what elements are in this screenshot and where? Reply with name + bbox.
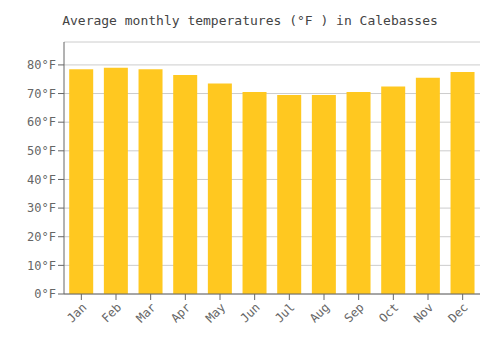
svg-text:Sep: Sep xyxy=(342,300,367,325)
svg-text:10°F: 10°F xyxy=(27,259,56,273)
svg-text:60°F: 60°F xyxy=(27,115,56,129)
svg-text:Dec: Dec xyxy=(446,300,471,325)
svg-text:Jan: Jan xyxy=(64,300,89,325)
html-text:Average monthly temperatures (: Average monthly temperatures (°F ) in Ca… xyxy=(62,13,438,28)
svg-text:Apr: Apr xyxy=(168,300,193,325)
svg-text:80°F: 80°F xyxy=(27,58,56,72)
svg-text:Jul: Jul xyxy=(272,300,297,325)
svg-text:30°F: 30°F xyxy=(27,201,56,215)
svg-text:Oct: Oct xyxy=(376,300,401,325)
svg-text:Mar: Mar xyxy=(134,300,159,325)
svg-text:20°F: 20°F xyxy=(27,230,56,244)
svg-text:0°F: 0°F xyxy=(34,287,56,301)
svg-text:70°F: 70°F xyxy=(27,87,56,101)
svg-text:Nov: Nov xyxy=(411,300,436,325)
svg-text:May: May xyxy=(203,300,228,325)
svg-text:Feb: Feb xyxy=(99,300,124,325)
svg-text:50°F: 50°F xyxy=(27,144,56,158)
svg-text:Aug: Aug xyxy=(307,300,332,325)
svg-text:Jun: Jun xyxy=(238,300,263,325)
svg-text:40°F: 40°F xyxy=(27,173,56,187)
